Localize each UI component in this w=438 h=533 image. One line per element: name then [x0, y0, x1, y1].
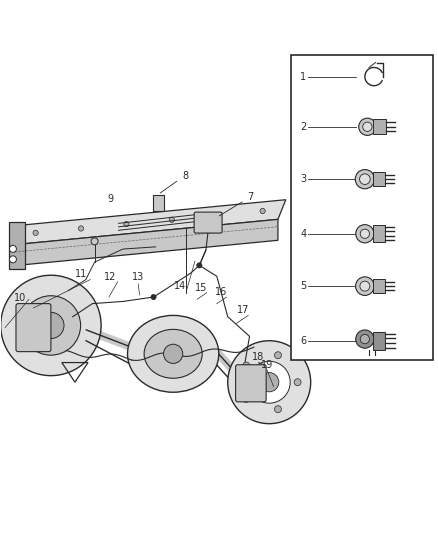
Circle shape	[33, 230, 38, 236]
Circle shape	[360, 229, 370, 238]
Text: 6: 6	[300, 336, 306, 346]
Polygon shape	[14, 200, 286, 245]
Circle shape	[10, 256, 16, 263]
Polygon shape	[14, 220, 278, 265]
Text: 4: 4	[300, 229, 306, 239]
Ellipse shape	[144, 329, 202, 378]
Text: 8: 8	[160, 171, 188, 193]
Circle shape	[228, 341, 311, 424]
Polygon shape	[14, 225, 22, 265]
Circle shape	[78, 226, 84, 231]
Circle shape	[360, 174, 370, 184]
Circle shape	[355, 169, 374, 189]
Bar	[152, 195, 163, 211]
Circle shape	[363, 122, 372, 132]
Circle shape	[151, 294, 156, 300]
Text: 1: 1	[300, 71, 306, 82]
Circle shape	[359, 118, 376, 135]
Circle shape	[356, 277, 374, 295]
Circle shape	[163, 344, 183, 364]
Circle shape	[10, 245, 16, 252]
Circle shape	[356, 330, 374, 348]
Text: 9: 9	[108, 195, 114, 204]
Text: 13: 13	[132, 272, 145, 282]
FancyBboxPatch shape	[16, 304, 51, 352]
Text: 2: 2	[300, 122, 307, 132]
Bar	[373, 332, 385, 350]
Ellipse shape	[127, 316, 219, 392]
Circle shape	[91, 238, 98, 245]
Circle shape	[275, 406, 282, 413]
Circle shape	[215, 213, 220, 218]
FancyBboxPatch shape	[194, 212, 222, 233]
Circle shape	[124, 222, 129, 227]
Text: 18: 18	[252, 352, 265, 362]
Circle shape	[360, 334, 370, 344]
Circle shape	[243, 395, 250, 402]
Circle shape	[260, 208, 265, 214]
Circle shape	[260, 373, 279, 392]
Text: 17: 17	[237, 305, 249, 315]
Circle shape	[197, 263, 202, 268]
Circle shape	[169, 217, 174, 222]
Circle shape	[1, 275, 101, 376]
Text: 5: 5	[300, 281, 307, 291]
Text: 19: 19	[261, 360, 273, 370]
Circle shape	[21, 296, 81, 355]
Text: 12: 12	[104, 272, 116, 281]
Polygon shape	[10, 222, 25, 269]
Text: 11: 11	[75, 269, 88, 279]
Text: 16: 16	[215, 287, 227, 297]
Circle shape	[243, 362, 250, 369]
Text: 14: 14	[173, 281, 186, 291]
Circle shape	[294, 379, 301, 386]
Text: 3: 3	[300, 174, 306, 184]
Circle shape	[248, 361, 290, 403]
Text: 7: 7	[219, 192, 254, 216]
Text: 10: 10	[14, 294, 26, 303]
Bar	[373, 225, 385, 243]
Bar	[291, 55, 433, 360]
Bar	[373, 172, 385, 186]
Circle shape	[356, 224, 374, 243]
Text: 15: 15	[195, 282, 208, 293]
Circle shape	[38, 312, 64, 338]
Circle shape	[275, 352, 282, 359]
Bar	[373, 119, 386, 134]
FancyBboxPatch shape	[236, 365, 266, 402]
Circle shape	[360, 281, 370, 291]
Bar	[373, 279, 385, 294]
